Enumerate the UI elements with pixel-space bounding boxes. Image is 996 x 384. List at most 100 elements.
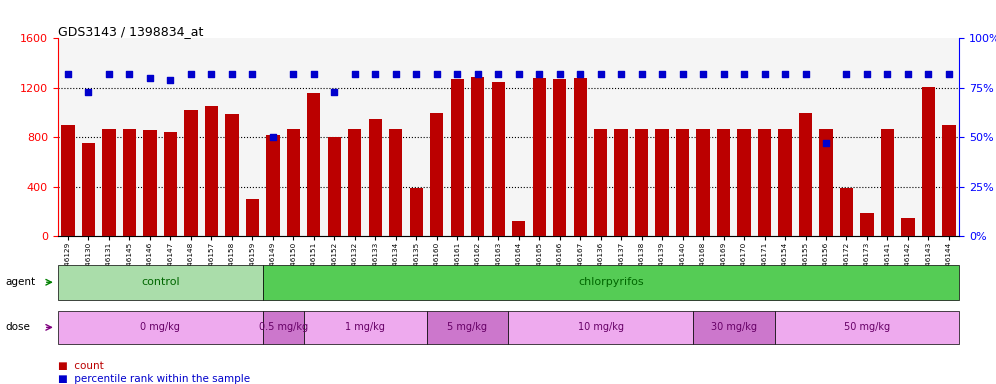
Point [552,71,568,77]
Bar [103,129,116,236]
Point [101,71,117,77]
Point [306,71,322,77]
Bar [820,129,833,236]
Text: ■  count: ■ count [58,361,104,371]
Point [941,71,957,77]
Point [203,71,219,77]
Bar [123,129,136,236]
Point [654,71,670,77]
Bar [655,129,668,236]
Bar [861,213,873,236]
Point [470,71,486,77]
Bar [492,82,505,236]
Bar [635,129,648,236]
Text: 5 mg/kg: 5 mg/kg [447,322,487,333]
Bar [942,125,955,236]
Text: control: control [140,277,179,287]
Point [695,71,711,77]
Text: agent: agent [5,277,35,287]
Bar [553,79,567,236]
Point [347,71,363,77]
Bar [512,221,525,236]
Text: chlorpyrifos: chlorpyrifos [578,277,643,287]
Bar [389,129,402,236]
Bar [328,137,341,236]
Bar [369,119,381,236]
Point [162,77,178,83]
Bar [921,87,935,236]
Bar [430,113,443,236]
Point [593,71,609,77]
Point [490,71,506,77]
Point [920,71,936,77]
Bar [82,144,96,236]
Point [818,140,834,146]
Bar [287,129,300,236]
Text: dose: dose [5,322,30,333]
Bar [533,78,546,236]
Text: 0 mg/kg: 0 mg/kg [140,322,180,333]
Bar [266,135,280,236]
Point [531,71,547,77]
Bar [349,129,362,236]
Point [265,134,281,140]
Point [81,89,97,95]
Bar [205,106,218,236]
Bar [778,129,792,236]
Point [839,71,855,77]
Point [122,71,137,77]
Point [715,71,731,77]
Text: 50 mg/kg: 50 mg/kg [844,322,890,333]
Bar [696,129,710,236]
Bar [163,132,177,236]
Bar [676,129,689,236]
Text: 30 mg/kg: 30 mg/kg [711,322,757,333]
Point [674,71,690,77]
Point [736,71,752,77]
Bar [737,129,751,236]
Point [60,71,76,77]
Point [286,71,302,77]
Point [614,71,629,77]
Bar [615,129,627,236]
Point [408,71,424,77]
Bar [840,188,854,236]
Bar [143,131,156,236]
Text: ■  percentile rank within the sample: ■ percentile rank within the sample [58,374,250,384]
Point [224,71,240,77]
Bar [880,129,894,236]
Text: GDS3143 / 1398834_at: GDS3143 / 1398834_at [58,25,203,38]
Bar [62,125,75,236]
Point [327,89,343,95]
Bar [450,79,464,236]
Text: 10 mg/kg: 10 mg/kg [578,322,623,333]
Bar [594,129,608,236]
Point [633,71,649,77]
Bar [799,113,812,236]
Point [777,71,793,77]
Point [900,71,916,77]
Bar [758,129,771,236]
Point [859,71,874,77]
Point [429,71,445,77]
Bar [246,199,259,236]
Text: 1 mg/kg: 1 mg/kg [346,322,385,333]
Point [142,75,158,81]
Point [879,71,895,77]
Bar [471,77,484,236]
Point [511,71,527,77]
Point [449,71,465,77]
Text: 0.5 mg/kg: 0.5 mg/kg [259,322,308,333]
Point [368,71,383,77]
Bar [574,78,587,236]
Point [757,71,773,77]
Bar [901,218,914,236]
Point [244,71,260,77]
Bar [184,110,197,236]
Bar [409,188,423,236]
Bar [717,129,730,236]
Point [387,71,403,77]
Bar [225,114,239,236]
Point [572,71,588,77]
Point [798,71,814,77]
